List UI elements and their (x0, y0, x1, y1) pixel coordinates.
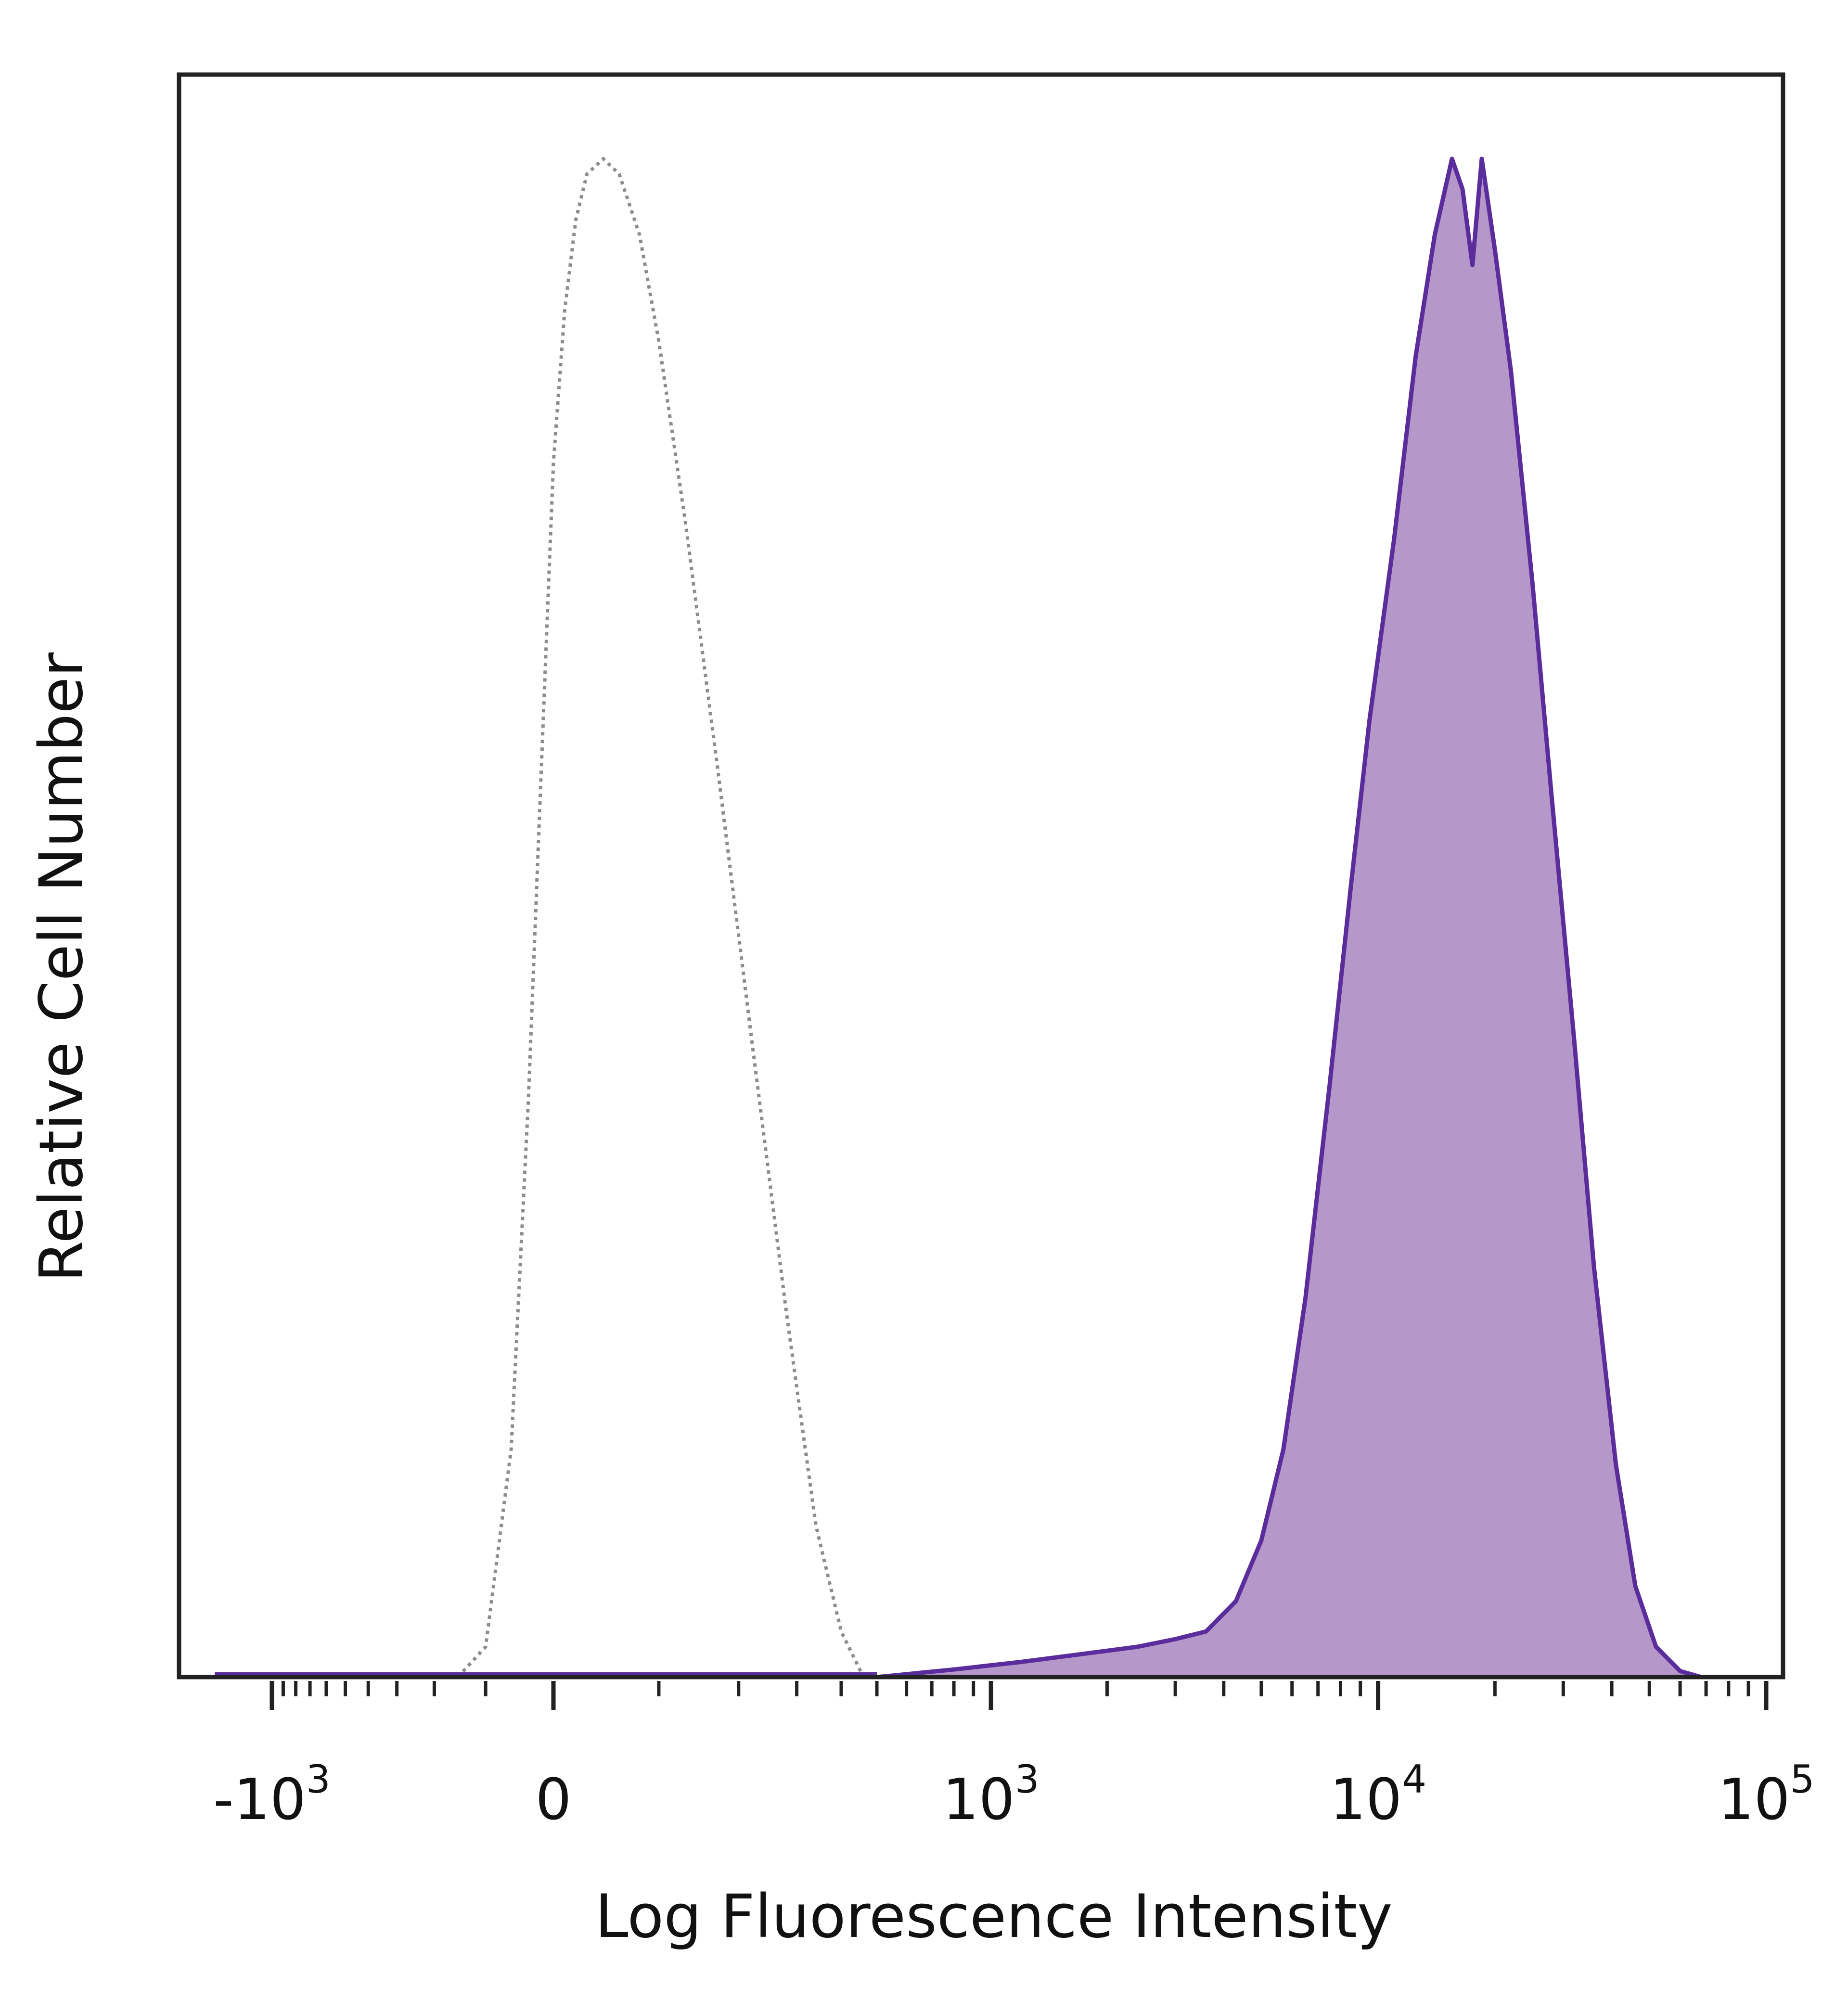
x-tick-label: 105 (1718, 1757, 1814, 1833)
x-tick-label: 104 (1330, 1757, 1426, 1833)
series-layer (215, 156, 1702, 1679)
stained-histogram-outline (876, 156, 1702, 1679)
stained-histogram-fill (877, 159, 1701, 1677)
x-axis-title: Log Fluorescence Intensity (595, 1882, 1393, 1951)
y-axis-title: Relative Cell Number (27, 653, 96, 1282)
x-axis-ticks: -103 0 103 104 105 (213, 1681, 1815, 1833)
x-tick-label: 0 (535, 1766, 571, 1833)
plot-frame (177, 72, 1785, 1679)
x-tick-label: -103 (213, 1757, 331, 1833)
x-tick-label: 103 (943, 1757, 1040, 1833)
